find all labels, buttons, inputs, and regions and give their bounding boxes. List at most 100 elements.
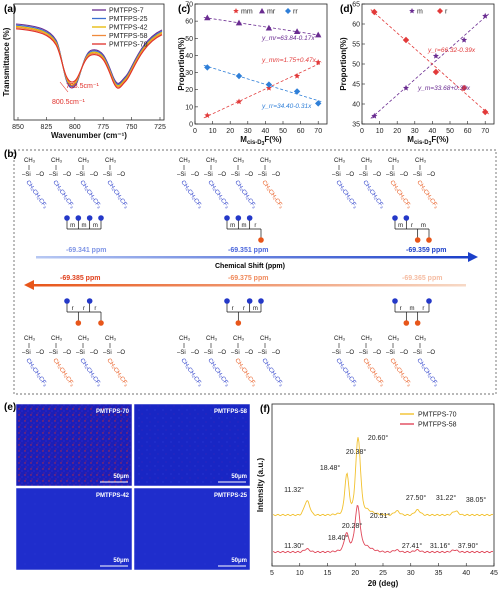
o-atom: –O	[346, 350, 354, 356]
scale-bar-label: 50μm	[231, 558, 247, 564]
si-atom: –Si	[413, 172, 422, 178]
side-chain-cf3: CH₂CH₂CF₃	[415, 358, 439, 388]
peak-label-58: 20.51°	[370, 512, 391, 520]
panel-d-ylabel: Proportion(%)	[339, 37, 348, 91]
y-tick-label: 20	[185, 87, 193, 94]
side-chain-cf3: CH₂CH₂CF₃	[78, 358, 102, 388]
equation-rr: y_rr=34.40-0.31x	[261, 103, 312, 110]
triad-letter: m	[253, 306, 258, 312]
x-tick-label: 35	[435, 570, 443, 577]
triad-ball	[98, 320, 104, 326]
legend-entry: PMTFPS-70	[109, 42, 148, 49]
panel-f-xlabel: 2θ (deg)	[368, 579, 399, 588]
triad-letter: m	[230, 223, 235, 229]
point-r	[460, 84, 468, 92]
side-chain-cf3: CH₂CH₂CF₃	[105, 358, 129, 388]
x-tick-label: 30	[411, 128, 419, 135]
ch3-group: CH₃	[51, 158, 63, 164]
fit-line-m	[370, 13, 489, 119]
legend-entry: PMTFPS-25	[109, 16, 148, 23]
panel-e-tiles: PMTFPS-7050μmPMTFPS-5850μmPMTFPS-4250μmP…	[15, 403, 251, 571]
o-atom: –O	[63, 172, 71, 178]
o-atom: –O	[191, 172, 199, 178]
triad-ball	[64, 215, 70, 221]
side-chain-cf3: CH₂CH₂CF₃	[179, 180, 203, 210]
point-mm	[235, 98, 243, 105]
x-tick-label: 825	[41, 124, 53, 131]
x-tick-label: 70	[314, 128, 322, 135]
triad-letter: r	[422, 306, 424, 312]
legend-entry: PMTFPS-42	[109, 25, 148, 32]
y-tick-label: 60	[185, 19, 193, 26]
ch3-group: CH₃	[415, 158, 427, 164]
point-r	[432, 68, 440, 76]
x-tick-label: 800	[69, 124, 81, 131]
fit-line-mr	[203, 17, 322, 36]
o-atom: –O	[272, 172, 280, 178]
ch3-group: CH₃	[233, 158, 245, 164]
x-tick-label: 10	[376, 128, 384, 135]
y-tick-label: 45	[352, 82, 360, 89]
x-tick-label: 30	[407, 570, 415, 577]
x-tick-label: 0	[193, 128, 197, 135]
panel-d-series	[370, 8, 489, 119]
micrograph-sample-name: PMTFPS-25	[214, 493, 248, 499]
micrograph-sample-name: PMTFPS-42	[96, 493, 130, 499]
o-atom: –O	[218, 350, 226, 356]
si-atom: –Si	[177, 172, 186, 178]
panel-d-label: (d)	[340, 4, 353, 15]
micrograph-tile: PMTFPS-42 50μm	[15, 487, 133, 571]
si-atom: –Si	[204, 172, 213, 178]
si-atom: –Si	[258, 172, 267, 178]
panel-c-legend: mm mr rr	[233, 8, 298, 16]
peak-label-58: 31.16°	[430, 542, 451, 550]
ch3-group: CH₃	[206, 158, 218, 164]
ch3-group: CH₃	[179, 336, 191, 342]
legend-marker-rr	[285, 8, 291, 14]
micrograph-image	[133, 487, 251, 571]
point-mm	[315, 59, 322, 65]
triad-ball	[75, 215, 82, 221]
triad-letter: r	[254, 223, 256, 229]
triad-ball	[426, 237, 432, 243]
point-rr	[235, 72, 243, 80]
o-atom: –O	[117, 172, 125, 178]
panel-c-frame	[194, 3, 328, 125]
triad-ball	[392, 298, 398, 304]
side-chain-cf3: CH₂CH₂CF₃	[179, 358, 203, 388]
si-atom: –Si	[49, 172, 58, 178]
x-tick-label: 50	[446, 128, 454, 135]
triad-ball	[235, 320, 242, 326]
point-m	[402, 84, 410, 91]
point-rr	[293, 88, 301, 95]
x-tick-label: 20	[351, 570, 359, 577]
xrd-curve-58	[272, 504, 494, 554]
fit-line-rr	[203, 64, 322, 103]
peak-label-58: 11.30°	[284, 542, 304, 550]
point-mr	[204, 14, 211, 21]
triad-ball	[246, 215, 253, 221]
side-chain-cf3: CH₂CH₂CF₃	[51, 180, 75, 210]
panel-d-axes: 0 10 20 30 40 50 60 70 35 40 45 50 55 60 65	[352, 2, 489, 136]
side-chain-cf3: CH₂CH₂CF₃	[334, 180, 358, 210]
y-tick-label: 10	[185, 104, 193, 111]
legend-entry: PMTFPS-58	[418, 422, 457, 429]
x-tick-label: 50	[279, 128, 287, 135]
side-chain-cf3: CH₂CH₂CF₃	[415, 180, 439, 210]
ch3-group: CH₃	[24, 158, 36, 164]
panel-c-ylabel: Proportion(%)	[177, 37, 186, 91]
peak-label-70: 27.50°	[406, 494, 427, 502]
y-tick-label: 50	[352, 62, 360, 69]
y-tick-label: 50	[185, 36, 193, 43]
peak-label-70: 20.38°	[346, 448, 367, 456]
peak-label-58: 37.90°	[458, 542, 479, 550]
panel-a-curves	[15, 23, 163, 89]
triad-letter: m	[242, 223, 247, 229]
y-tick-label: 40	[352, 102, 360, 109]
si-atom: –Si	[359, 350, 368, 356]
o-atom: –O	[90, 172, 98, 178]
